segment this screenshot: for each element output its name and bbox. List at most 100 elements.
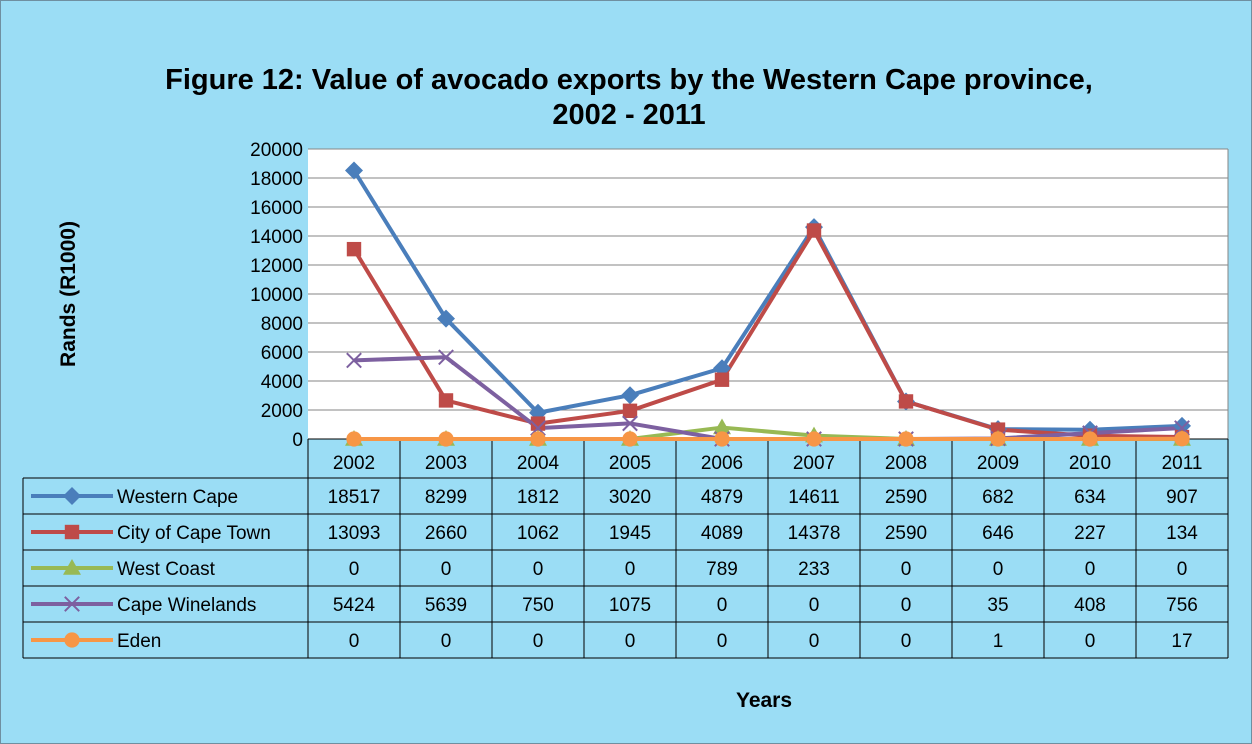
data-label: 682	[982, 487, 1014, 508]
data-point	[622, 431, 638, 447]
x-tick-label: 2004	[517, 453, 560, 474]
x-tick-label: 2008	[885, 453, 927, 474]
y-tick-label: 18000	[250, 169, 303, 190]
data-label: 1075	[609, 595, 651, 616]
chart-title: Figure 12: Value of avocado exports by t…	[165, 64, 1093, 96]
data-label: 0	[349, 559, 360, 580]
data-label: 2590	[885, 487, 927, 508]
data-label: 789	[706, 559, 738, 580]
x-tick-label: 2003	[425, 453, 467, 474]
data-label: 0	[809, 631, 820, 652]
data-label: 233	[798, 559, 830, 580]
x-tick-label: 2002	[333, 453, 375, 474]
data-label: 2660	[425, 523, 467, 544]
series-name: City of Cape Town	[117, 523, 271, 544]
data-point	[530, 416, 546, 431]
x-axis-title: Years	[736, 689, 792, 712]
y-tick-label: 8000	[261, 314, 303, 335]
legend-key-marker	[63, 487, 81, 505]
data-point	[438, 431, 454, 447]
data-label: 5424	[333, 595, 376, 616]
legend-key-marker	[63, 559, 81, 575]
data-point	[713, 418, 731, 435]
y-tick-labels: 0 2000 4000 6000 8000 10000 12000 14000 16000 180…	[250, 140, 303, 451]
data-point	[346, 431, 362, 447]
data-label: 0	[901, 559, 912, 580]
data-label: 14378	[788, 523, 841, 544]
data-label: 0	[717, 631, 728, 652]
data-label: 0	[717, 595, 728, 616]
series-name: West Coast	[117, 559, 216, 580]
data-label: 756	[1166, 595, 1198, 616]
data-label: 0	[901, 595, 912, 616]
data-point	[1082, 431, 1098, 447]
data-label: 5639	[425, 595, 467, 616]
data-point	[622, 415, 638, 432]
y-tick-label: 10000	[250, 285, 303, 306]
x-tick-label: 2010	[1069, 453, 1111, 474]
chart-title-line2: 2002 - 2011	[552, 99, 705, 131]
data-label: 907	[1166, 487, 1198, 508]
data-point	[621, 386, 639, 405]
data-point	[806, 223, 822, 238]
series-name: Cape Winelands	[117, 595, 256, 616]
y-tick-label: 14000	[250, 227, 303, 248]
data-label: 227	[1074, 523, 1106, 544]
data-label: 0	[625, 559, 636, 580]
series-name: Eden	[117, 631, 161, 652]
y-tick-label: 16000	[250, 198, 303, 219]
data-label: 0	[349, 631, 360, 652]
data-label: 4879	[701, 487, 743, 508]
y-tick-label: 4000	[261, 372, 303, 393]
data-label: 134	[1166, 523, 1198, 544]
data-label: 750	[522, 595, 554, 616]
data-label: 1945	[609, 523, 651, 544]
data-label: 646	[982, 523, 1014, 544]
data-label: 8299	[425, 487, 467, 508]
data-point	[438, 349, 454, 366]
data-point	[437, 309, 455, 328]
data-point	[1174, 431, 1190, 447]
y-tick-label: 2000	[261, 401, 303, 422]
y-tick-label: 12000	[250, 256, 303, 277]
data-label: 2590	[885, 523, 927, 544]
y-tick-label: 6000	[261, 343, 303, 364]
data-label: 13093	[328, 523, 381, 544]
data-label: 408	[1074, 595, 1106, 616]
data-label: 3020	[609, 487, 651, 508]
data-label: 634	[1074, 487, 1106, 508]
data-table: 2002 2003 2004 2005 2006 2007 2008 2009 2010 2011…	[22, 438, 1229, 659]
series-markers	[345, 161, 1191, 447]
data-point	[622, 403, 638, 418]
data-label: 35	[987, 595, 1008, 616]
data-label: 14611	[788, 487, 839, 508]
series-name: Western Cape	[117, 487, 238, 508]
data-point	[898, 394, 914, 409]
data-label: 1	[993, 631, 1004, 652]
data-label: 0	[901, 631, 912, 652]
data-label: 0	[993, 559, 1004, 580]
series-line	[352, 169, 1183, 432]
data-point	[346, 352, 362, 369]
data-label: 0	[625, 631, 636, 652]
data-point	[346, 241, 362, 257]
data-label: 0	[441, 559, 452, 580]
data-label: 18517	[328, 487, 381, 508]
gridlines	[308, 148, 1229, 440]
data-label: 4089	[701, 523, 743, 544]
y-tick-label: 0	[292, 430, 303, 451]
x-tick-label: 2011	[1162, 453, 1203, 474]
data-label: 0	[533, 559, 544, 580]
legend-key-marker	[64, 524, 80, 540]
data-point	[806, 431, 822, 447]
data-label: 17	[1171, 631, 1192, 652]
data-label: 1812	[517, 487, 559, 508]
x-tick-label: 2007	[793, 453, 835, 474]
data-label: 0	[533, 631, 544, 652]
data-point	[898, 431, 914, 447]
data-label: 0	[441, 631, 452, 652]
data-point	[345, 161, 363, 180]
data-point	[530, 431, 546, 447]
